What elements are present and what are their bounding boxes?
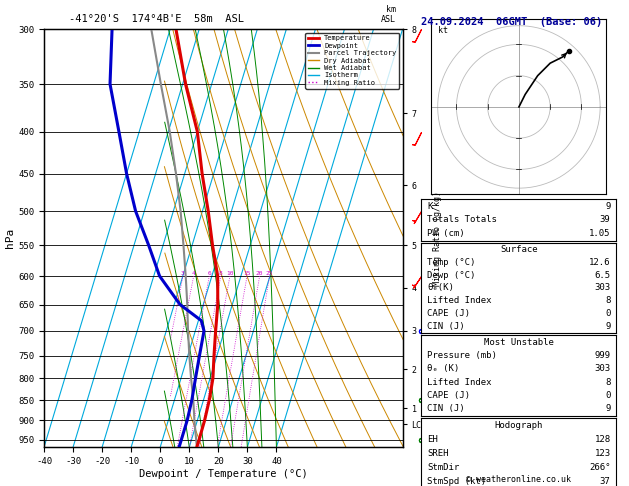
- Text: 1.05: 1.05: [589, 229, 611, 238]
- Text: Lifted Index: Lifted Index: [427, 296, 492, 305]
- Text: 0: 0: [605, 391, 611, 400]
- Text: Lifted Index: Lifted Index: [427, 378, 492, 387]
- Text: 3: 3: [181, 271, 185, 276]
- Text: 10: 10: [226, 271, 234, 276]
- Text: 6.5: 6.5: [594, 271, 611, 279]
- Text: Pressure (mb): Pressure (mb): [427, 351, 497, 360]
- Y-axis label: hPa: hPa: [6, 228, 15, 248]
- Text: 999: 999: [594, 351, 611, 360]
- Text: 266°: 266°: [589, 463, 611, 472]
- Text: CIN (J): CIN (J): [427, 322, 465, 331]
- Text: 12.6: 12.6: [589, 258, 611, 267]
- Text: θₑ(K): θₑ(K): [427, 283, 454, 293]
- Text: 8: 8: [605, 378, 611, 387]
- Text: Totals Totals: Totals Totals: [427, 215, 497, 225]
- Text: θₑ (K): θₑ (K): [427, 364, 460, 373]
- Text: StmSpd (kt): StmSpd (kt): [427, 477, 486, 486]
- Text: Surface: Surface: [500, 245, 538, 254]
- Legend: Temperature, Dewpoint, Parcel Trajectory, Dry Adiabat, Wet Adiabat, Isotherm, Mi: Temperature, Dewpoint, Parcel Trajectory…: [305, 33, 399, 88]
- Text: PW (cm): PW (cm): [427, 229, 465, 238]
- Text: 15: 15: [243, 271, 251, 276]
- Text: 9: 9: [605, 202, 611, 210]
- Text: CIN (J): CIN (J): [427, 404, 465, 414]
- Text: Hodograph: Hodograph: [495, 420, 543, 430]
- Text: SREH: SREH: [427, 449, 448, 458]
- X-axis label: Dewpoint / Temperature (°C): Dewpoint / Temperature (°C): [139, 469, 308, 479]
- Text: 24.09.2024  06GMT  (Base: 06): 24.09.2024 06GMT (Base: 06): [421, 17, 603, 27]
- Text: 8: 8: [605, 296, 611, 305]
- Text: Mixing Ratio (g/kg): Mixing Ratio (g/kg): [433, 191, 442, 286]
- Text: km
ASL: km ASL: [381, 5, 396, 24]
- Text: Temp (°C): Temp (°C): [427, 258, 476, 267]
- Text: © weatheronline.co.uk: © weatheronline.co.uk: [467, 474, 571, 484]
- Text: -41°20'S  174°4B'E  58m  ASL: -41°20'S 174°4B'E 58m ASL: [69, 14, 244, 24]
- Text: 39: 39: [600, 215, 611, 225]
- Text: 25: 25: [266, 271, 274, 276]
- Text: 9: 9: [605, 322, 611, 331]
- Text: Dewp (°C): Dewp (°C): [427, 271, 476, 279]
- Text: K: K: [427, 202, 433, 210]
- Text: Most Unstable: Most Unstable: [484, 337, 554, 347]
- Text: 123: 123: [594, 449, 611, 458]
- Text: 37: 37: [600, 477, 611, 486]
- Text: 8: 8: [219, 271, 223, 276]
- Text: StmDir: StmDir: [427, 463, 460, 472]
- Text: EH: EH: [427, 434, 438, 444]
- Text: 303: 303: [594, 283, 611, 293]
- Text: 9: 9: [605, 404, 611, 414]
- Text: 128: 128: [594, 434, 611, 444]
- Text: 20: 20: [256, 271, 264, 276]
- Text: 6: 6: [208, 271, 211, 276]
- Text: 303: 303: [594, 364, 611, 373]
- Text: kt: kt: [438, 26, 448, 35]
- Text: CAPE (J): CAPE (J): [427, 391, 470, 400]
- Text: CAPE (J): CAPE (J): [427, 309, 470, 318]
- Text: 0: 0: [605, 309, 611, 318]
- Text: 4: 4: [192, 271, 196, 276]
